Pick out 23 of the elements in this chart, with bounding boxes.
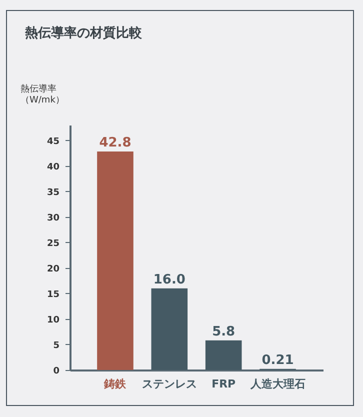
y-tick-label: 35 <box>46 188 60 198</box>
y-tick-label: 0 <box>53 366 60 376</box>
x-tick-label: ステンレス <box>142 378 197 390</box>
y-tick-label: 10 <box>46 315 60 326</box>
bar <box>97 152 134 370</box>
y-tick-label: 5 <box>53 340 60 351</box>
y-axis-title: 熱伝導率（W/mk） <box>20 84 64 106</box>
x-tick-label: 鋳鉄 <box>103 378 128 390</box>
y-tick-label: 30 <box>46 213 60 224</box>
x-tick-label: FRP <box>212 378 236 390</box>
y-tick-label: 20 <box>46 264 60 274</box>
data-label: 42.8 <box>99 136 132 151</box>
bar <box>151 288 188 370</box>
y-tick-label: 45 <box>46 136 60 147</box>
data-label: 5.8 <box>212 324 236 340</box>
y-tick-label: 25 <box>46 238 60 249</box>
data-label: 16.0 <box>153 272 186 288</box>
chart-title: 熱伝導率の材質比較 <box>24 25 143 41</box>
bar <box>205 340 242 370</box>
y-tick-label: 40 <box>46 162 60 172</box>
x-tick-label: 人造大理石 <box>249 378 306 390</box>
y-tick-label: 15 <box>46 290 60 300</box>
data-label: 0.21 <box>262 352 294 368</box>
